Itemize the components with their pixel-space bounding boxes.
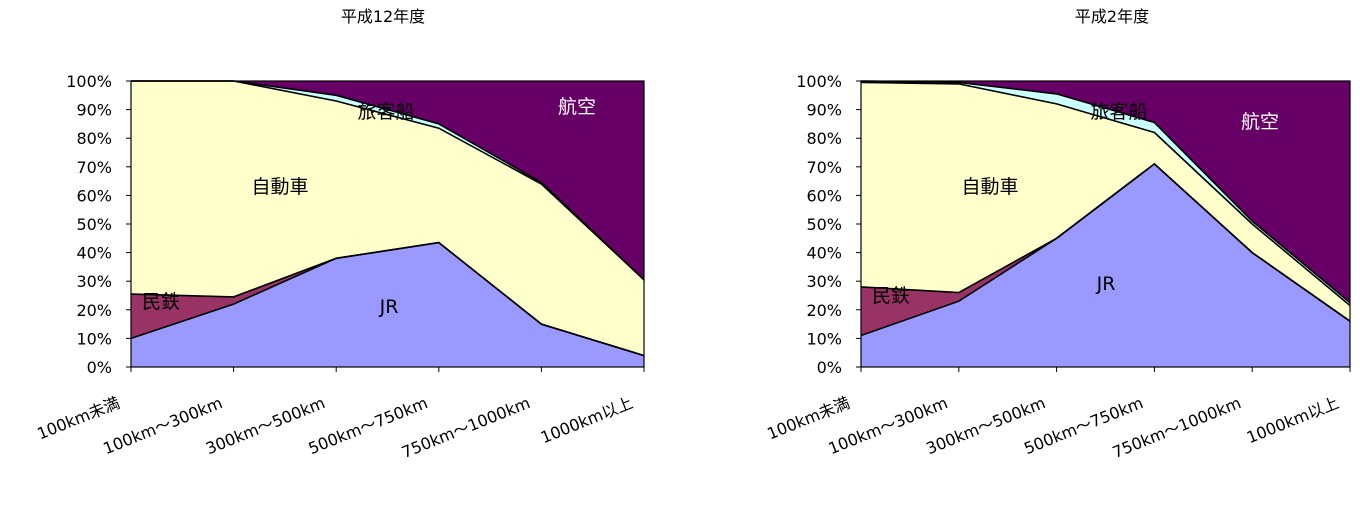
x-category-label: 100km未満	[34, 393, 122, 443]
y-tick-label: 50%	[806, 215, 842, 234]
series-label: JR	[379, 296, 399, 318]
area-JR	[131, 242, 644, 367]
y-tick-label: 90%	[76, 101, 112, 120]
series-label: 民鉄	[142, 291, 180, 313]
y-tick-label: 40%	[76, 244, 112, 263]
y-tick-label: 90%	[806, 101, 842, 120]
boundary-line	[130, 241, 645, 357]
series-label: 民鉄	[872, 285, 910, 307]
y-tick-label: 10%	[76, 329, 112, 348]
y-tick-label: 0%	[87, 358, 112, 377]
boundary-line	[860, 80, 1351, 304]
series-label: 自動車	[251, 176, 308, 198]
area-航空	[861, 81, 1350, 303]
series-label: 航空	[558, 96, 596, 118]
chart-1: 平成12年度 0% 10% 20% 30% 40% 50% 60% 70% 80% 90% 100% 1…	[34, 7, 645, 462]
area-航空	[131, 81, 644, 280]
y-tick-label: 30%	[806, 272, 842, 291]
chart-title: 平成12年度	[341, 7, 425, 26]
y-tick-label: 70%	[76, 158, 112, 177]
y-tick-label: 50%	[76, 215, 112, 234]
y-tick-label: 100%	[796, 72, 842, 91]
series-label: 航空	[1241, 111, 1279, 133]
y-tick-label: 20%	[76, 301, 112, 320]
y-tick-label: 100%	[66, 72, 112, 91]
y-tick-label: 30%	[76, 272, 112, 291]
y-tick-label: 10%	[806, 329, 842, 348]
chart-title: 平成2年度	[1075, 7, 1149, 26]
y-tick-label: 80%	[76, 129, 112, 148]
y-tick-label: 0%	[817, 358, 842, 377]
series-label: JR	[1096, 273, 1116, 295]
y-tick-label: 60%	[76, 186, 112, 205]
area-民鉄	[131, 242, 644, 356]
y-tick-label: 80%	[806, 129, 842, 148]
area-JR	[861, 163, 1350, 367]
y-tick-label: 70%	[806, 158, 842, 177]
series-label: 旅客船	[1090, 101, 1147, 123]
y-tick-label: 20%	[806, 301, 842, 320]
x-category-label: 1000km以上	[538, 393, 636, 447]
chart-2: 平成2年度 0% 10% 20% 30% 40% 50% 60% 70% 80% 90% 100% 10…	[764, 7, 1351, 462]
y-tick-label: 60%	[806, 186, 842, 205]
series-label: 自動車	[961, 176, 1018, 198]
x-category-label: 1000km以上	[1244, 393, 1342, 447]
series-label: 旅客船	[357, 101, 414, 123]
boundary-line	[860, 162, 1351, 322]
area-自動車	[861, 82, 1350, 322]
y-tick-label: 40%	[806, 244, 842, 263]
boundary-line	[860, 81, 1351, 307]
